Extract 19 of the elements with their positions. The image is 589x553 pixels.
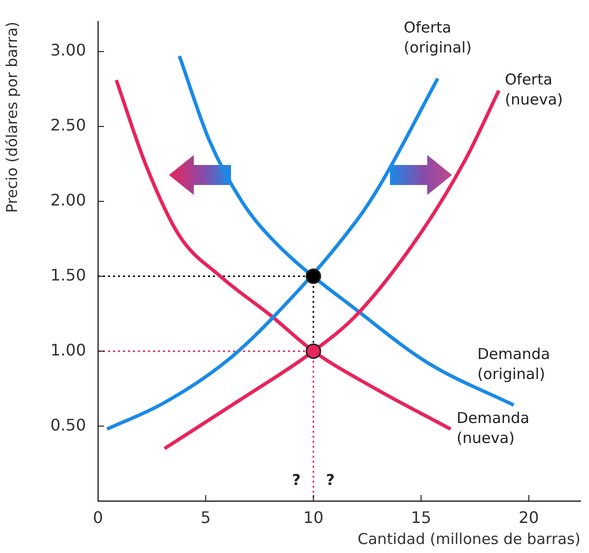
- y-tick-label: 3.00: [50, 40, 86, 60]
- annotation: ?: [326, 470, 335, 489]
- x-tick-label: 20: [518, 508, 539, 527]
- y-tick-label: 2.50: [50, 116, 86, 135]
- x-axis-title: Cantidad (millones de barras): [358, 530, 580, 548]
- series-label: Demanda (original): [477, 345, 550, 384]
- y-tick-label: 1.00: [50, 340, 86, 360]
- series-label: Demanda (nueva): [456, 408, 530, 447]
- x-tick-label: 0: [92, 508, 104, 527]
- series-label: Oferta (nueva): [504, 70, 563, 108]
- x-tick-label: 5: [200, 508, 211, 527]
- text: Oferta (original): [404, 18, 472, 56]
- x-tick-label: 15: [410, 508, 432, 527]
- annotation: ?: [292, 470, 301, 489]
- y-tick-label: 2.00: [50, 190, 86, 210]
- y-axis-title: Precio (dólares por barra): [2, 22, 21, 213]
- x-tick-label: 10: [303, 508, 324, 527]
- y-tick-label: 1.50: [50, 265, 86, 284]
- y-tick-label: 0.50: [50, 415, 86, 434]
